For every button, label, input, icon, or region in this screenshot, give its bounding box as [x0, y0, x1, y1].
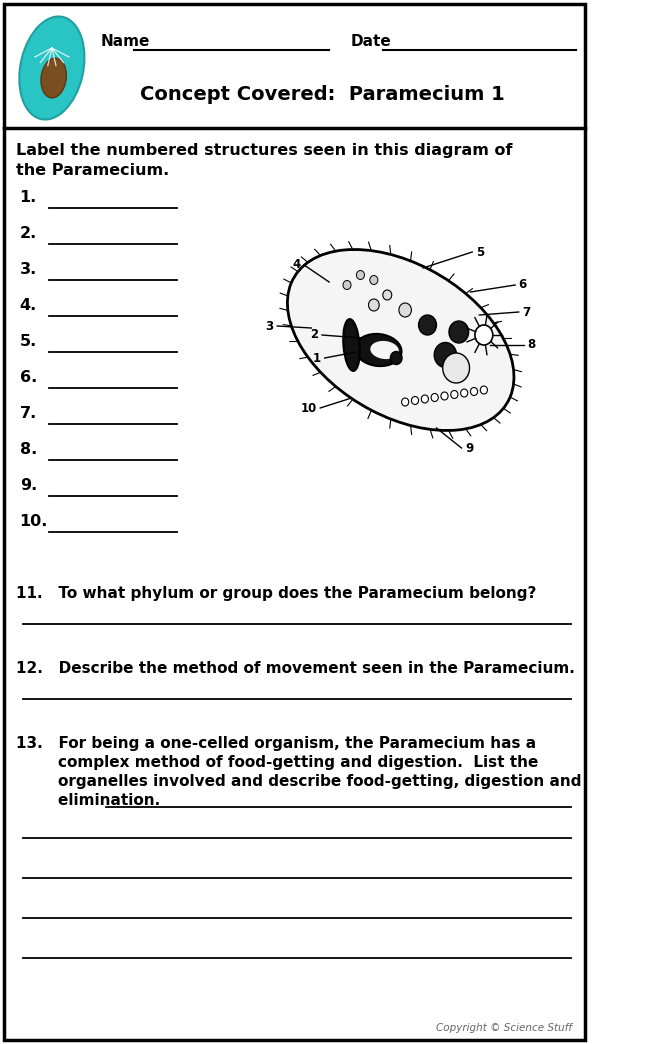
- Ellipse shape: [421, 395, 428, 403]
- Text: elimination.: elimination.: [16, 793, 161, 808]
- Ellipse shape: [288, 250, 514, 430]
- Text: 12.   Describe the method of movement seen in the Paramecium.: 12. Describe the method of movement seen…: [16, 661, 575, 677]
- Text: complex method of food-getting and digestion.  List the: complex method of food-getting and diges…: [16, 755, 538, 770]
- Ellipse shape: [449, 321, 468, 343]
- Text: Copyright © Science Stuff: Copyright © Science Stuff: [436, 1023, 572, 1033]
- Text: 11.   To what phylum or group does the Paramecium belong?: 11. To what phylum or group does the Par…: [16, 586, 536, 601]
- Text: 5.: 5.: [20, 334, 37, 350]
- Text: 9.: 9.: [20, 478, 37, 494]
- Ellipse shape: [383, 290, 392, 300]
- Text: 10.: 10.: [20, 515, 48, 529]
- Text: 6.: 6.: [20, 371, 37, 385]
- Ellipse shape: [451, 390, 458, 399]
- Text: the Paramecium.: the Paramecium.: [16, 163, 169, 177]
- Ellipse shape: [355, 334, 401, 366]
- Ellipse shape: [470, 387, 478, 396]
- Ellipse shape: [434, 342, 457, 367]
- Text: 3: 3: [266, 319, 274, 332]
- Ellipse shape: [19, 17, 84, 119]
- Ellipse shape: [390, 352, 402, 364]
- Text: 4.: 4.: [20, 299, 37, 313]
- Ellipse shape: [399, 303, 411, 317]
- Ellipse shape: [411, 397, 418, 404]
- Ellipse shape: [368, 299, 379, 311]
- Text: 2: 2: [311, 329, 318, 341]
- Text: Date: Date: [351, 34, 392, 49]
- Text: 7.: 7.: [20, 406, 37, 422]
- Ellipse shape: [401, 398, 409, 406]
- Text: 13.   For being a one-celled organism, the Paramecium has a: 13. For being a one-celled organism, the…: [16, 736, 536, 751]
- Text: Label the numbered structures seen in this diagram of: Label the numbered structures seen in th…: [16, 143, 513, 158]
- Text: Concept Covered:  Paramecium 1: Concept Covered: Paramecium 1: [139, 86, 504, 104]
- Ellipse shape: [475, 325, 493, 345]
- Ellipse shape: [357, 270, 365, 280]
- Text: 9: 9: [465, 442, 473, 454]
- Text: 8.: 8.: [20, 443, 37, 457]
- Ellipse shape: [41, 58, 66, 98]
- Text: 1.: 1.: [20, 190, 37, 206]
- Ellipse shape: [370, 341, 399, 359]
- Text: 7: 7: [522, 306, 530, 318]
- Text: organelles involved and describe food-getting, digestion and: organelles involved and describe food-ge…: [16, 774, 582, 789]
- Ellipse shape: [370, 276, 378, 285]
- Ellipse shape: [431, 394, 438, 402]
- Text: 10: 10: [300, 402, 316, 414]
- Text: 1: 1: [313, 352, 321, 364]
- Text: 3.: 3.: [20, 262, 37, 278]
- Ellipse shape: [418, 315, 436, 335]
- Ellipse shape: [480, 386, 488, 394]
- Text: 6: 6: [519, 279, 527, 291]
- Text: Name: Name: [100, 34, 149, 49]
- Ellipse shape: [443, 353, 470, 383]
- Ellipse shape: [343, 319, 360, 371]
- Text: 4: 4: [292, 259, 301, 271]
- Text: 8: 8: [528, 338, 536, 352]
- Ellipse shape: [343, 281, 351, 289]
- Text: 2.: 2.: [20, 227, 37, 241]
- Ellipse shape: [441, 392, 448, 400]
- Text: 5: 5: [476, 245, 484, 259]
- Ellipse shape: [461, 389, 468, 397]
